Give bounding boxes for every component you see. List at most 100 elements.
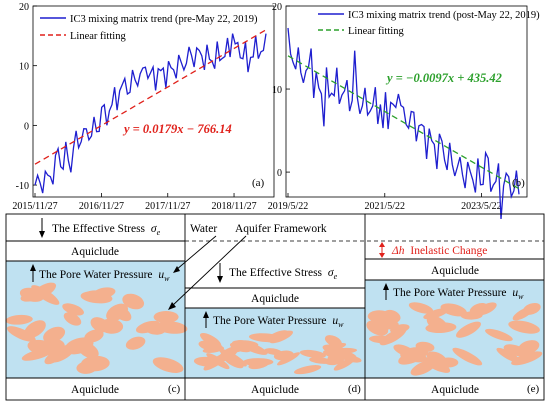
- chart-a-trend-line: [34, 33, 267, 194]
- grain-0-8: [63, 312, 82, 326]
- panel-c-stress-label: The Effective Stress σe: [52, 223, 161, 237]
- grain-1-29: [232, 340, 259, 348]
- legend-b-fit-label: Linear fitting: [348, 26, 404, 37]
- grain-0-29: [106, 303, 129, 322]
- grain-2-21: [518, 340, 540, 355]
- panel-e-label: (e): [527, 383, 540, 395]
- panel-e-dh-label: Δh Inelastic Change: [391, 245, 487, 257]
- grain-1-17: [333, 357, 356, 371]
- grain-0-22: [44, 350, 63, 365]
- chart-a-xtick-label-1: 2016/11/27: [79, 201, 124, 212]
- grain-0-7: [43, 326, 66, 343]
- legend-a-fit-label: Linear fitting: [70, 31, 126, 42]
- grain-2-13: [408, 302, 434, 314]
- chart-b-ytick-label-2: 20: [272, 2, 282, 13]
- grain-2-29: [367, 310, 391, 323]
- panel-d-u: u: [332, 315, 338, 327]
- chart-a-ytick-label-0: -10: [16, 181, 29, 192]
- panel-c-stress-arrowhead: [39, 231, 45, 238]
- grain-0-27: [23, 320, 46, 339]
- chart-a-equation: y = 0.0179x − 766.14: [122, 122, 232, 136]
- grain-2-30: [452, 347, 483, 366]
- chart-a-xtick-label-0: 2015/11/27: [12, 201, 57, 212]
- chart-b-trend-line: [287, 27, 520, 220]
- chart-a-xtick-label-2: 2017/11/27: [145, 201, 190, 212]
- grain-1-18: [206, 353, 230, 370]
- schematic: The Effective Stress σe Aquiclude The Po…: [5, 213, 545, 401]
- grain-0-30: [20, 291, 42, 302]
- panel-e-u-sub: w: [518, 292, 524, 301]
- chart-b-ytick-label-1: 10: [272, 85, 282, 96]
- panel-d-label: (d): [348, 383, 361, 395]
- grain-2-27: [440, 303, 467, 317]
- grain-0-12: [153, 311, 179, 323]
- chart-b-equation: y = −0.0097x + 435.42: [385, 71, 502, 85]
- grain-0-15: [152, 357, 184, 373]
- panel-e-inelastic: Inelastic Change: [410, 245, 487, 257]
- grain-0-33: [80, 355, 110, 372]
- grain-1-16: [218, 348, 247, 367]
- panel-c-sigma: σ: [151, 223, 158, 235]
- grain-0-24: [83, 290, 106, 301]
- legend-a-trend-label: IC3 mixing matrix trend (pre-May 22, 201…: [70, 14, 258, 25]
- grain-2-28: [508, 320, 540, 334]
- grain-0-19: [155, 321, 188, 334]
- panel-e-dh: Δh: [391, 245, 405, 257]
- chart-b-panel-label: (b): [512, 177, 525, 189]
- framework-pointer-head: [168, 302, 176, 310]
- grain-1-33: [324, 335, 342, 347]
- grain-0-10: [125, 336, 146, 350]
- panel-c-u-sub: w: [164, 274, 170, 283]
- grain-1-21: [293, 365, 322, 375]
- grain-1-32: [198, 340, 224, 352]
- grain-1-23: [299, 349, 326, 359]
- grain-2-24: [469, 302, 488, 315]
- chart-a-panel-label: (a): [252, 177, 265, 189]
- grain-1-31: [264, 348, 282, 355]
- grain-2-16: [511, 351, 543, 366]
- framework-pointer: [171, 235, 247, 307]
- chart-a-ytick-label-1: 0: [24, 121, 29, 132]
- panel-c-aquiclude-bottom: Aquiclude: [71, 384, 119, 396]
- panel-c-pressure-text: The Pore Water Pressure: [39, 269, 153, 281]
- panel-c-pressure-arrowhead: [30, 264, 36, 271]
- dh-arrow-bottom: [379, 253, 385, 258]
- grain-2-18: [426, 351, 447, 365]
- dh-arrow-top: [379, 242, 385, 247]
- grain-0-28: [77, 341, 99, 359]
- panel-d-stress-label: The Effective Stress σe: [229, 267, 338, 281]
- grain-0-14: [122, 293, 145, 310]
- grain-0-13: [135, 320, 161, 334]
- chart-b-fit-line: [287, 55, 520, 190]
- grain-2-31: [393, 344, 415, 357]
- schematic-frame: [5, 213, 545, 401]
- grain-1-28: [269, 330, 294, 344]
- chart-b: 0 10 20 2019/5/22 2021/5/22 2023/5/22 IC3 mix…: [268, 2, 540, 220]
- grain-1-30: [277, 352, 300, 366]
- grain-0-25: [62, 303, 84, 316]
- panel-c-sigma-sub: e: [157, 228, 161, 237]
- chart-a-xtick-label-3: 2018/11/27: [211, 201, 256, 212]
- grain-2-33: [366, 320, 389, 336]
- grain-1-9: [248, 360, 269, 370]
- chart-b-xtick-label-2: 2023/5/22: [461, 201, 502, 212]
- grain-2-25: [522, 302, 541, 315]
- chart-b-xtick-label-1: 2021/5/22: [364, 201, 405, 212]
- panel-e-u: u: [512, 287, 518, 299]
- chart-a-ytick-label-2: 10: [19, 62, 29, 73]
- panel-d-pressure-text: The Pore Water Pressure: [213, 315, 327, 327]
- panel-d-aquiclude-bottom: Aquiclude: [251, 384, 299, 396]
- panel-c-u: u: [158, 269, 164, 281]
- chart-a-frame: [32, 5, 275, 198]
- panel-e-aquiclude-bottom: Aquiclude: [431, 384, 479, 396]
- water-pointer: [175, 235, 217, 271]
- chart-b-ytick-label-0: 0: [277, 168, 282, 179]
- panel-e-pressure-text: The Pore Water Pressure: [393, 287, 507, 299]
- panel-d-stress-arrowhead: [217, 276, 223, 283]
- panel-d-sigma-sub: e: [334, 272, 338, 281]
- panel-c-label: (c): [168, 383, 181, 395]
- panel-d-sigma: σ: [328, 267, 335, 279]
- panel-d-pressure-arrowhead: [203, 311, 209, 318]
- panel-c-stress-text: The Effective Stress: [52, 223, 146, 235]
